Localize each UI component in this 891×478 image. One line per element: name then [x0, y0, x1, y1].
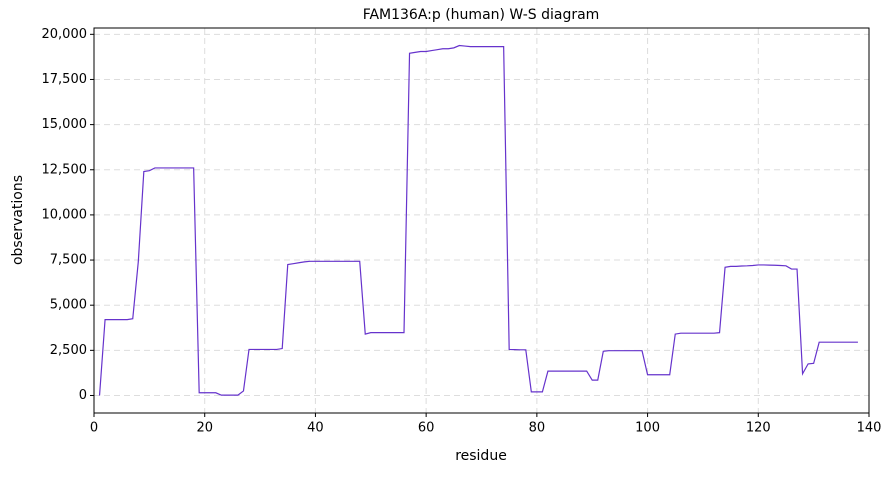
- x-tick-label: 40: [307, 421, 324, 436]
- y-tick-label: 20,000: [42, 27, 88, 42]
- x-tick-label: 80: [529, 421, 546, 436]
- data-line: [98, 44, 858, 396]
- x-axis-label: residue: [455, 448, 507, 464]
- y-tick-label: 2,500: [50, 343, 87, 358]
- y-tick-label: 5,000: [50, 298, 87, 313]
- y-tick-label: 0: [79, 388, 87, 403]
- y-tick-label: 15,000: [42, 117, 88, 132]
- x-tick-label: 20: [196, 421, 213, 436]
- x-tick-label: 140: [857, 421, 882, 436]
- y-tick-label: 12,500: [42, 162, 88, 177]
- chart-title: FAM136A:p (human) W-S diagram: [363, 7, 600, 23]
- y-tick-label: 17,500: [42, 72, 88, 87]
- x-tick-label: 100: [635, 421, 660, 436]
- y-tick-label: 10,000: [42, 207, 88, 222]
- plot-frame: [93, 27, 870, 414]
- y-tick-label: 7,500: [50, 253, 87, 268]
- y-axis-label: observations: [10, 175, 26, 265]
- x-tick-label: 0: [90, 421, 98, 436]
- x-tick-label: 120: [746, 421, 771, 436]
- x-tick-label: 60: [418, 421, 435, 436]
